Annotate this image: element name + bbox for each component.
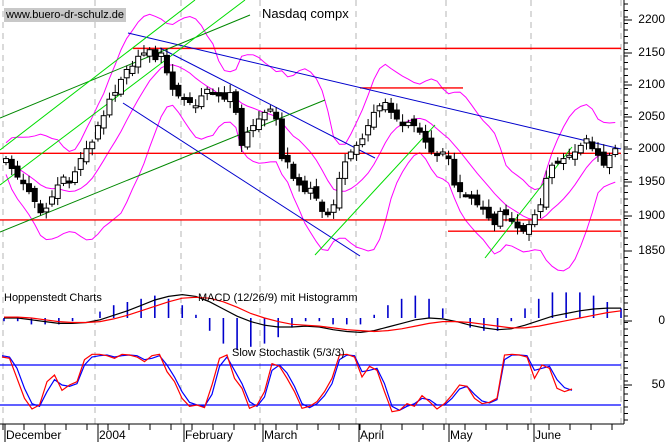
- stochastic-title: Slow Stochastik (5/3/3): [232, 347, 345, 359]
- bollinger-bands: [5, 13, 616, 272]
- x-tick-label: March: [264, 428, 298, 442]
- stochastic-panel: [0, 353, 621, 413]
- y-tick-label: 1850: [638, 243, 665, 257]
- chart-title: Nasdaq compx: [262, 6, 349, 21]
- watermark: www.buero-dr-schulz.de: [4, 8, 126, 22]
- y-tick-label: 2050: [638, 109, 665, 123]
- x-tick-label: June: [535, 428, 562, 442]
- y-tick-label: 2200: [638, 12, 665, 26]
- x-tick-label: May: [450, 428, 473, 442]
- month-gridlines: [2, 0, 622, 424]
- x-tick-label: December: [6, 428, 62, 442]
- x-tick-label: 2004: [99, 428, 126, 442]
- macd-title: MACD (12/26/9) mit Histogramm: [198, 292, 358, 304]
- y-tick-label: 0: [658, 313, 665, 327]
- y-tick-label: 2000: [638, 141, 665, 155]
- y-tick-label: 50: [651, 377, 665, 391]
- y-tick-label: 1950: [638, 174, 665, 188]
- y-tick-label: 2150: [638, 45, 665, 59]
- trend-lines: [0, 0, 622, 259]
- axes: [0, 0, 632, 442]
- y-tick-label: 2100: [638, 77, 665, 91]
- y-tick-label: 1900: [638, 208, 665, 222]
- macd-panel: [3, 292, 622, 350]
- x-tick-label: February: [185, 428, 234, 442]
- source-label: Hoppenstedt Charts: [4, 292, 102, 304]
- candlestick-series: [3, 45, 619, 241]
- x-tick-label: April: [360, 428, 385, 442]
